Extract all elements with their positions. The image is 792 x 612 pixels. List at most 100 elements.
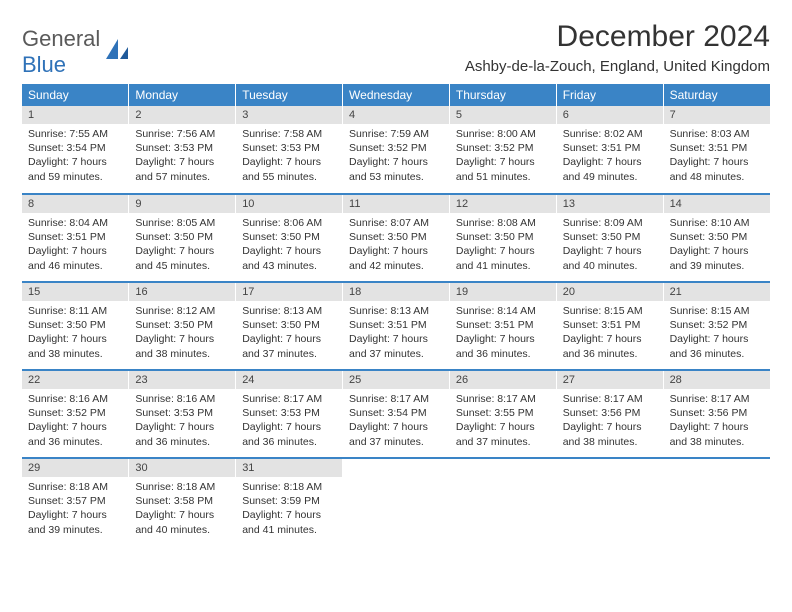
daylight-line: Daylight: 7 hours and 36 minutes. bbox=[242, 420, 336, 448]
sunset-line: Sunset: 3:58 PM bbox=[135, 494, 229, 508]
day-details: Sunrise: 8:02 AMSunset: 3:51 PMDaylight:… bbox=[557, 124, 663, 190]
sunset-line: Sunset: 3:52 PM bbox=[349, 141, 443, 155]
daylight-line: Daylight: 7 hours and 55 minutes. bbox=[242, 155, 336, 183]
calendar-day-cell: 12Sunrise: 8:08 AMSunset: 3:50 PMDayligh… bbox=[449, 194, 556, 282]
day-details: Sunrise: 7:59 AMSunset: 3:52 PMDaylight:… bbox=[343, 124, 449, 190]
calendar-day-cell: 24Sunrise: 8:17 AMSunset: 3:53 PMDayligh… bbox=[236, 370, 343, 458]
day-details: Sunrise: 7:56 AMSunset: 3:53 PMDaylight:… bbox=[129, 124, 235, 190]
calendar-week-row: 15Sunrise: 8:11 AMSunset: 3:50 PMDayligh… bbox=[22, 282, 770, 370]
daylight-line: Daylight: 7 hours and 48 minutes. bbox=[670, 155, 764, 183]
calendar-day-cell: 5Sunrise: 8:00 AMSunset: 3:52 PMDaylight… bbox=[449, 106, 556, 194]
sunset-line: Sunset: 3:51 PM bbox=[563, 141, 657, 155]
calendar-week-row: 1Sunrise: 7:55 AMSunset: 3:54 PMDaylight… bbox=[22, 106, 770, 194]
calendar-day-cell: 30Sunrise: 8:18 AMSunset: 3:58 PMDayligh… bbox=[129, 458, 236, 546]
calendar-day-cell: 25Sunrise: 8:17 AMSunset: 3:54 PMDayligh… bbox=[343, 370, 450, 458]
weekday-header: Sunday bbox=[22, 84, 129, 106]
calendar-week-row: 22Sunrise: 8:16 AMSunset: 3:52 PMDayligh… bbox=[22, 370, 770, 458]
daylight-line: Daylight: 7 hours and 45 minutes. bbox=[135, 244, 229, 272]
day-number: 22 bbox=[22, 371, 128, 389]
calendar-day-cell: 7Sunrise: 8:03 AMSunset: 3:51 PMDaylight… bbox=[663, 106, 770, 194]
sunrise-line: Sunrise: 7:58 AM bbox=[242, 127, 336, 141]
sunrise-line: Sunrise: 8:00 AM bbox=[456, 127, 550, 141]
daylight-line: Daylight: 7 hours and 38 minutes. bbox=[135, 332, 229, 360]
calendar-day-cell: 19Sunrise: 8:14 AMSunset: 3:51 PMDayligh… bbox=[449, 282, 556, 370]
calendar-day-cell: 6Sunrise: 8:02 AMSunset: 3:51 PMDaylight… bbox=[556, 106, 663, 194]
day-number: 3 bbox=[236, 106, 342, 124]
calendar-day-cell: 17Sunrise: 8:13 AMSunset: 3:50 PMDayligh… bbox=[236, 282, 343, 370]
day-number: 11 bbox=[343, 195, 449, 213]
daylight-line: Daylight: 7 hours and 37 minutes. bbox=[349, 332, 443, 360]
day-details: Sunrise: 8:18 AMSunset: 3:59 PMDaylight:… bbox=[236, 477, 342, 543]
sunset-line: Sunset: 3:53 PM bbox=[135, 141, 229, 155]
sunset-line: Sunset: 3:50 PM bbox=[242, 318, 336, 332]
day-details: Sunrise: 8:16 AMSunset: 3:52 PMDaylight:… bbox=[22, 389, 128, 455]
sunrise-line: Sunrise: 8:09 AM bbox=[563, 216, 657, 230]
day-details: Sunrise: 8:05 AMSunset: 3:50 PMDaylight:… bbox=[129, 213, 235, 279]
daylight-line: Daylight: 7 hours and 38 minutes. bbox=[563, 420, 657, 448]
daylight-line: Daylight: 7 hours and 36 minutes. bbox=[456, 332, 550, 360]
daylight-line: Daylight: 7 hours and 41 minutes. bbox=[456, 244, 550, 272]
day-number: 21 bbox=[664, 283, 770, 301]
day-details: Sunrise: 8:10 AMSunset: 3:50 PMDaylight:… bbox=[664, 213, 770, 279]
sunrise-line: Sunrise: 7:55 AM bbox=[28, 127, 122, 141]
day-details: Sunrise: 8:17 AMSunset: 3:56 PMDaylight:… bbox=[664, 389, 770, 455]
daylight-line: Daylight: 7 hours and 37 minutes. bbox=[456, 420, 550, 448]
calendar-day-cell: 2Sunrise: 7:56 AMSunset: 3:53 PMDaylight… bbox=[129, 106, 236, 194]
calendar-day-cell: 1 Sunrise: 7:55 AMSunset: 3:54 PMDaylight… bbox=[22, 106, 129, 194]
day-details: Sunrise: 8:15 AMSunset: 3:52 PMDaylight:… bbox=[664, 301, 770, 367]
day-details: Sunrise: 8:17 AMSunset: 3:53 PMDaylight:… bbox=[236, 389, 342, 455]
calendar-empty-cell bbox=[343, 458, 450, 546]
daylight-line: Daylight: 7 hours and 38 minutes. bbox=[28, 332, 122, 360]
day-number: 14 bbox=[664, 195, 770, 213]
sunrise-line: Sunrise: 8:06 AM bbox=[242, 216, 336, 230]
sunset-line: Sunset: 3:50 PM bbox=[242, 230, 336, 244]
sunset-line: Sunset: 3:54 PM bbox=[28, 141, 122, 155]
calendar-week-row: 8Sunrise: 8:04 AMSunset: 3:51 PMDaylight… bbox=[22, 194, 770, 282]
sunrise-line: Sunrise: 8:17 AM bbox=[242, 392, 336, 406]
calendar-day-cell: 13Sunrise: 8:09 AMSunset: 3:50 PMDayligh… bbox=[556, 194, 663, 282]
day-details: Sunrise: 8:03 AMSunset: 3:51 PMDaylight:… bbox=[664, 124, 770, 190]
sunset-line: Sunset: 3:50 PM bbox=[135, 318, 229, 332]
sunset-line: Sunset: 3:51 PM bbox=[28, 230, 122, 244]
day-number: 13 bbox=[557, 195, 663, 213]
sunset-line: Sunset: 3:53 PM bbox=[242, 141, 336, 155]
sunset-line: Sunset: 3:57 PM bbox=[28, 494, 122, 508]
daylight-line: Daylight: 7 hours and 43 minutes. bbox=[242, 244, 336, 272]
day-number: 4 bbox=[343, 106, 449, 124]
sunset-line: Sunset: 3:50 PM bbox=[456, 230, 550, 244]
calendar-day-cell: 18Sunrise: 8:13 AMSunset: 3:51 PMDayligh… bbox=[343, 282, 450, 370]
day-number: 7 bbox=[664, 106, 770, 124]
daylight-line: Daylight: 7 hours and 59 minutes. bbox=[28, 155, 122, 183]
day-number: 1 bbox=[22, 106, 128, 124]
brand-logo: General Blue bbox=[22, 20, 130, 78]
sunset-line: Sunset: 3:54 PM bbox=[349, 406, 443, 420]
day-details: Sunrise: 8:18 AMSunset: 3:58 PMDaylight:… bbox=[129, 477, 235, 543]
calendar-day-cell: 28Sunrise: 8:17 AMSunset: 3:56 PMDayligh… bbox=[663, 370, 770, 458]
daylight-line: Daylight: 7 hours and 37 minutes. bbox=[349, 420, 443, 448]
calendar-day-cell: 26Sunrise: 8:17 AMSunset: 3:55 PMDayligh… bbox=[449, 370, 556, 458]
sunset-line: Sunset: 3:50 PM bbox=[670, 230, 764, 244]
day-number: 6 bbox=[557, 106, 663, 124]
calendar-table: Sunday Monday Tuesday Wednesday Thursday… bbox=[22, 84, 770, 546]
daylight-line: Daylight: 7 hours and 41 minutes. bbox=[242, 508, 336, 536]
sunrise-line: Sunrise: 8:17 AM bbox=[349, 392, 443, 406]
calendar-day-cell: 22Sunrise: 8:16 AMSunset: 3:52 PMDayligh… bbox=[22, 370, 129, 458]
sunset-line: Sunset: 3:56 PM bbox=[670, 406, 764, 420]
daylight-line: Daylight: 7 hours and 36 minutes. bbox=[28, 420, 122, 448]
day-details: Sunrise: 8:17 AMSunset: 3:55 PMDaylight:… bbox=[450, 389, 556, 455]
day-number: 2 bbox=[129, 106, 235, 124]
day-details: Sunrise: 8:17 AMSunset: 3:56 PMDaylight:… bbox=[557, 389, 663, 455]
sunrise-line: Sunrise: 8:03 AM bbox=[670, 127, 764, 141]
sunset-line: Sunset: 3:50 PM bbox=[349, 230, 443, 244]
day-details: Sunrise: 8:15 AMSunset: 3:51 PMDaylight:… bbox=[557, 301, 663, 367]
day-number: 26 bbox=[450, 371, 556, 389]
calendar-day-cell: 27Sunrise: 8:17 AMSunset: 3:56 PMDayligh… bbox=[556, 370, 663, 458]
daylight-line: Daylight: 7 hours and 53 minutes. bbox=[349, 155, 443, 183]
sunrise-line: Sunrise: 8:17 AM bbox=[456, 392, 550, 406]
day-number: 27 bbox=[557, 371, 663, 389]
sunrise-line: Sunrise: 7:56 AM bbox=[135, 127, 229, 141]
calendar-day-cell: 31Sunrise: 8:18 AMSunset: 3:59 PMDayligh… bbox=[236, 458, 343, 546]
day-details: Sunrise: 8:17 AMSunset: 3:54 PMDaylight:… bbox=[343, 389, 449, 455]
sunset-line: Sunset: 3:51 PM bbox=[563, 318, 657, 332]
day-number: 19 bbox=[450, 283, 556, 301]
